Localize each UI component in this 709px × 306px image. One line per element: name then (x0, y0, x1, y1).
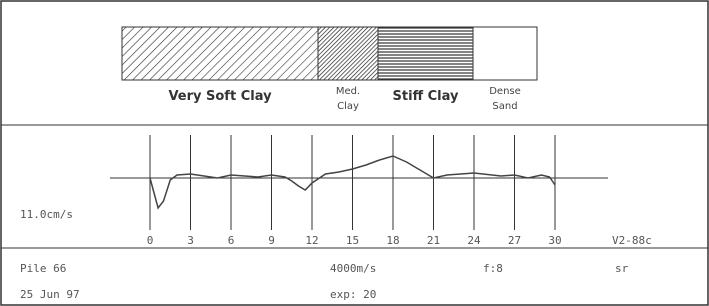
soil-label: Sand (492, 101, 517, 112)
footer-text: 4000m/s (330, 262, 376, 275)
footer-text: 25 Jun 97 (20, 288, 80, 301)
footer-text: sr (615, 262, 629, 275)
x-tick-label: 0 (147, 234, 154, 247)
soil-label: Very Soft Clay (168, 89, 272, 104)
footer-text: Pile 66 (20, 262, 66, 275)
soil-label: Stiff Clay (393, 89, 459, 104)
x-tick-label: 6 (228, 234, 235, 247)
x-tick-label: 18 (386, 234, 399, 247)
x-tick-label: 30 (548, 234, 561, 247)
x-tick-label: 3 (187, 234, 194, 247)
soil-layer (122, 27, 318, 80)
footer-text: f:8 (483, 262, 503, 275)
x-tick-label: 27 (508, 234, 521, 247)
x-tick-label: 15 (346, 234, 359, 247)
code-label: V2-88c (612, 234, 652, 247)
x-tick-label: 24 (467, 234, 481, 247)
soil-layer (473, 27, 537, 80)
figure: 11.0cm/s V2-88c Very Soft Clay Med. Clay St… (0, 0, 709, 306)
soil-layer (318, 27, 378, 80)
scale-label: 11.0cm/s (20, 208, 73, 221)
x-tick-label: 21 (427, 234, 440, 247)
soil-layer (378, 27, 473, 80)
footer-text: exp: 20 (330, 288, 376, 301)
x-tick-label: 12 (305, 234, 318, 247)
soil-label: Clay (337, 101, 359, 112)
x-tick-label: 9 (268, 234, 275, 247)
soil-label: Dense (489, 86, 521, 97)
soil-label: Med. (336, 86, 360, 97)
